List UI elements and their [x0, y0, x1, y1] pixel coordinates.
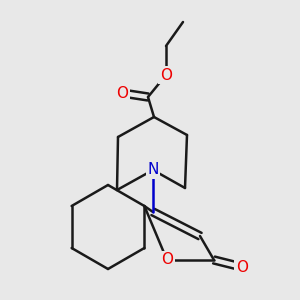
Text: N: N [147, 163, 159, 178]
Text: O: O [116, 85, 128, 100]
Text: O: O [161, 253, 173, 268]
Text: O: O [236, 260, 248, 274]
Text: O: O [160, 68, 172, 82]
